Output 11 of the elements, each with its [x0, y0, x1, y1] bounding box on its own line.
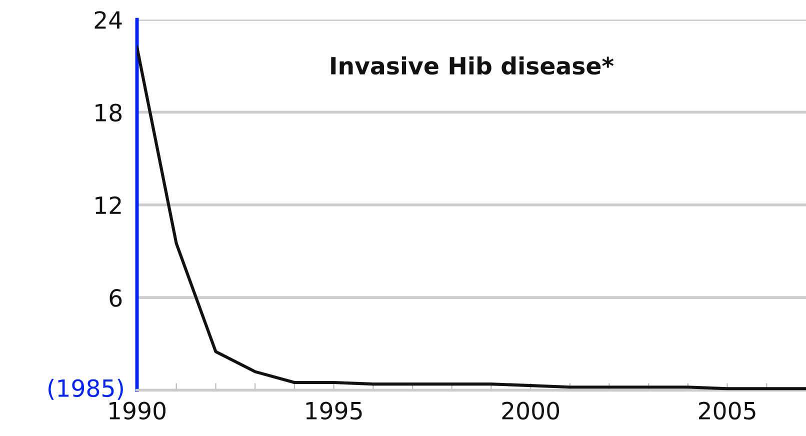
y-tick-label: 6	[110, 289, 122, 307]
x-tick-label: 2000	[502, 402, 560, 420]
text: Invasive Hib disease*	[331, 56, 614, 75]
x-tick-label: 1990	[110, 402, 166, 420]
line-series	[137, 46, 806, 390]
text: (1985)	[48, 378, 123, 400]
x-tick-label: 2005	[698, 402, 756, 420]
y-tick-label: 24	[94, 11, 122, 29]
y-tick-label: 12	[96, 196, 121, 214]
y-tick-label: 18	[96, 104, 122, 122]
x-tick-label: 1995	[306, 402, 362, 420]
